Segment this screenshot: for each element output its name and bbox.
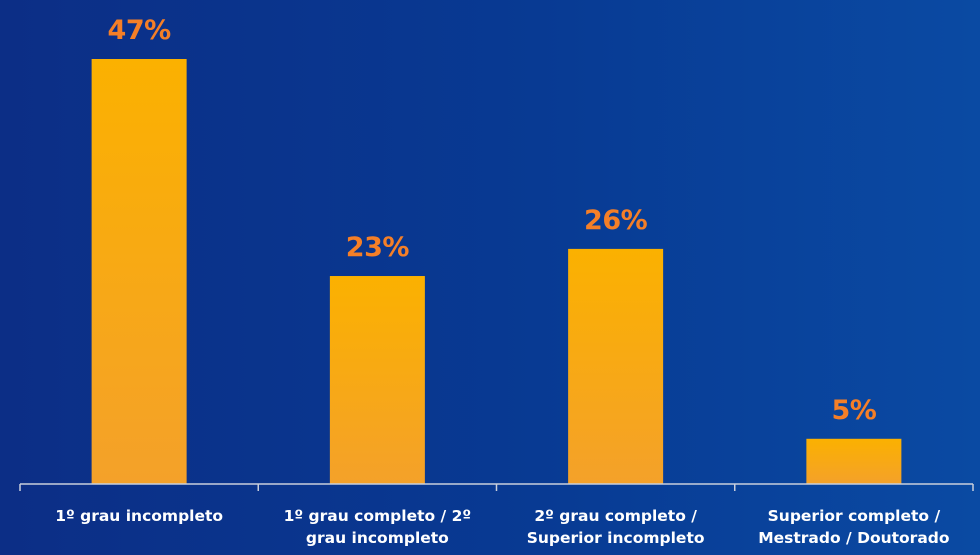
category-labels: 1º grau incompleto 1º grau completo / 2º g…	[55, 507, 949, 547]
category-label-4-line-1: Superior completo /	[768, 507, 941, 525]
category-label-2: 1º grau completo / 2º grau incompleto	[284, 507, 472, 547]
category-label-2-line-1: 1º grau completo / 2º	[284, 507, 472, 525]
category-label-3-line-1: 2º grau completo /	[534, 507, 697, 525]
category-label-1-line-1: 1º grau incompleto	[55, 507, 223, 525]
x-axis	[19, 483, 974, 491]
category-label-1: 1º grau incompleto	[55, 507, 223, 525]
bar-2	[329, 276, 425, 484]
category-label-4: Superior completo / Mestrado / Doutorado	[758, 507, 949, 547]
category-label-3: 2º grau completo / Superior incompleto	[527, 507, 705, 547]
bar-4	[806, 438, 902, 484]
category-label-4-line-2: Mestrado / Doutorado	[758, 529, 949, 547]
bar-3	[568, 248, 664, 484]
data-label-1: 47%	[108, 15, 172, 46]
category-label-3-line-2: Superior incompleto	[527, 529, 705, 547]
bar-1	[91, 59, 187, 484]
data-label-2: 23%	[346, 232, 410, 263]
bars-group: 47% 23% 26% 5%	[91, 15, 902, 484]
category-label-2-line-2: grau incompleto	[306, 529, 449, 547]
data-label-4: 5%	[831, 395, 876, 426]
data-label-3: 26%	[584, 205, 648, 236]
